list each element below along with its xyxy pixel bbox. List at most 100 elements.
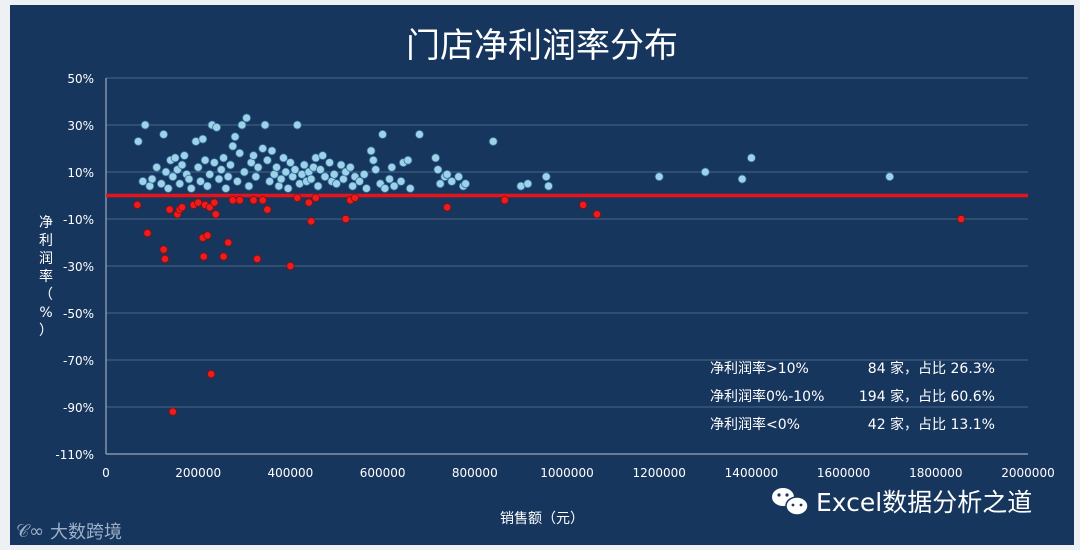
data-point-positive — [385, 174, 394, 184]
data-point-positive — [345, 162, 355, 172]
data-point-positive — [221, 184, 231, 193]
data-point-negative — [579, 200, 588, 209]
data-point-negative — [307, 217, 316, 226]
x-tick-label: 1600000 — [817, 466, 870, 480]
data-point-positive — [133, 137, 143, 146]
data-point-positive — [700, 167, 710, 177]
data-point-negative — [286, 261, 295, 271]
data-point-positive — [175, 179, 185, 189]
data-point-positive — [380, 184, 390, 193]
data-point-negative — [219, 252, 228, 261]
data-point-positive — [237, 120, 247, 130]
data-point-positive — [359, 169, 369, 179]
data-point-positive — [253, 162, 263, 172]
summary-label: 净利润率<0% — [710, 416, 800, 433]
data-point-positive — [251, 172, 261, 182]
y-tick-label: 10% — [67, 166, 94, 180]
gridlines — [106, 77, 1028, 408]
data-point-positive — [332, 179, 341, 189]
data-point-negative — [249, 196, 258, 205]
summary-box: 净利润率>10% 84 家，占比 26.3% 净利润率0%-10% 194 家，占比 … — [710, 360, 995, 433]
y-tick-label: 50% — [67, 72, 94, 86]
data-point-positive — [140, 120, 150, 130]
data-point-positive — [265, 176, 275, 186]
x-tick-label: 1800000 — [909, 466, 962, 480]
watermark-right-text: Excel数据分析之道 — [816, 488, 1032, 517]
data-point-positive — [654, 172, 664, 182]
data-point-positive — [415, 129, 424, 139]
x-tick-label: 0 — [102, 466, 110, 480]
data-point-positive — [232, 176, 242, 186]
data-point-positive — [200, 155, 210, 165]
y-tick-label: -70% — [63, 354, 94, 368]
data-point-negative — [165, 205, 174, 214]
data-points — [133, 113, 966, 416]
watermark-logo-icon: 𝒞∞ — [16, 521, 44, 542]
y-tick-label: -90% — [63, 401, 94, 415]
data-point-negative — [168, 407, 177, 416]
data-point-negative — [592, 210, 602, 219]
data-point-positive — [239, 167, 249, 177]
data-point-positive — [447, 176, 457, 186]
data-point-negative — [443, 203, 452, 212]
data-point-positive — [541, 172, 551, 182]
data-point-positive — [378, 129, 388, 139]
data-point-negative — [228, 196, 237, 205]
data-point-positive — [244, 181, 254, 191]
data-point-positive — [267, 146, 277, 156]
data-point-positive — [258, 144, 268, 153]
data-point-positive — [147, 174, 157, 184]
data-point-negative — [199, 252, 208, 261]
summary-label: 净利润率0%-10% — [710, 388, 824, 405]
data-point-positive — [223, 172, 233, 182]
data-point-positive — [272, 162, 281, 172]
watermark-left: 𝒞∞ 大数跨境 — [16, 521, 122, 543]
data-point-positive — [368, 155, 378, 165]
data-point-positive — [366, 146, 376, 156]
data-point-positive — [461, 179, 470, 189]
x-tick-label: 1400000 — [725, 466, 778, 480]
data-point-positive — [283, 184, 293, 193]
x-tick-label: 2000000 — [1001, 466, 1054, 480]
data-point-negative — [311, 193, 320, 202]
data-point-negative — [210, 198, 219, 207]
watermark-right: Excel数据分析之道 — [772, 488, 1032, 517]
data-point-negative — [159, 245, 168, 254]
data-point-positive — [203, 181, 212, 191]
data-point-positive — [442, 169, 452, 179]
summary-count: 194 家，占比 60.6% — [859, 388, 995, 405]
data-point-positive — [260, 120, 270, 130]
data-point-positive — [276, 174, 286, 184]
data-point-negative — [194, 198, 203, 207]
data-point-positive — [431, 153, 441, 163]
x-tick-label: 400000 — [267, 466, 313, 480]
data-point-positive — [156, 179, 166, 189]
data-point-negative — [133, 200, 142, 209]
data-point-negative — [957, 214, 966, 224]
data-point-positive — [306, 174, 316, 184]
data-point-negative — [253, 254, 262, 264]
data-point-positive — [433, 165, 443, 175]
chart-frame: 门店净利润率分布 0 200000 400000 600000 800000 100000… — [10, 5, 1074, 545]
data-point-negative — [235, 196, 244, 205]
data-point-negative — [500, 196, 509, 205]
data-point-positive — [320, 172, 330, 182]
y-tick-label: -30% — [63, 260, 94, 274]
x-tick-label: 200000 — [175, 466, 221, 480]
data-point-positive — [315, 165, 325, 175]
chart-title: 门店净利润率分布 — [406, 26, 678, 66]
y-tick-label: -110% — [55, 448, 94, 462]
y-tick-label: -50% — [63, 307, 94, 321]
data-point-positive — [405, 184, 415, 193]
data-point-negative — [258, 196, 267, 205]
x-axis-ticks: 0 200000 400000 600000 800000 1000000 1200000 1… — [102, 466, 1055, 480]
data-point-positive — [292, 120, 302, 130]
data-point-positive — [170, 153, 180, 163]
data-point-positive — [313, 181, 323, 191]
data-point-positive — [242, 113, 252, 123]
data-point-positive — [235, 148, 245, 158]
summary-count: 42 家，占比 13.1% — [868, 416, 995, 433]
data-point-positive — [198, 134, 208, 144]
data-point-positive — [318, 151, 328, 160]
wechat-icon — [772, 488, 809, 516]
